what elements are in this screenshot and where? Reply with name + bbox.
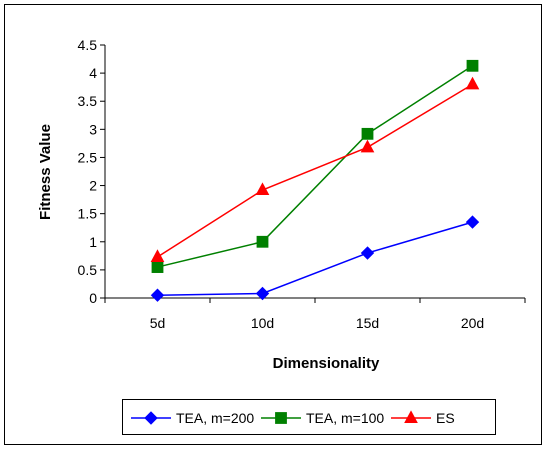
series-line: [157, 65, 473, 268]
data-point-triangle: [465, 76, 480, 90]
y-tick-label: 0: [89, 290, 97, 306]
y-tick-label: 4: [89, 65, 97, 81]
legend-item: TEA, m=100: [261, 410, 384, 426]
series-3: [150, 76, 480, 262]
y-tick-label: 2: [89, 178, 97, 194]
legend-marker: [275, 412, 287, 424]
series-group: [150, 59, 480, 302]
axes: [104, 45, 525, 299]
data-point-triangle: [150, 249, 165, 262]
y-axis-ticks: 0 0.5 1 1.5 2 2.5 3 3.5 4 4.5: [78, 37, 105, 306]
legend-marker: [144, 411, 158, 425]
y-tick-label: 1: [89, 234, 97, 250]
data-point-square: [256, 235, 269, 248]
data-point-triangle: [360, 139, 375, 153]
y-tick-label: 3.5: [78, 93, 98, 109]
chart-frame: [4, 4, 542, 445]
legend-item: ES: [391, 410, 455, 426]
legend-item: TEA, m=200: [131, 410, 254, 426]
data-point-square: [151, 261, 164, 273]
y-tick-label: 1.5: [78, 206, 98, 222]
x-tick-label: 20d: [461, 315, 484, 331]
legend-svg: TEA, m=200 TEA, m=100 ES: [131, 410, 455, 426]
y-tick-label: 0.5: [78, 262, 98, 278]
data-point-square: [361, 127, 374, 140]
data-point-diamond: [255, 286, 270, 301]
series-line: [157, 83, 473, 258]
y-tick-label: 2.5: [78, 149, 98, 165]
y-axis-title: Fitness Value: [37, 124, 54, 220]
data-point-diamond: [360, 246, 375, 260]
x-tick-label: 5d: [150, 315, 166, 331]
series-2: [151, 59, 479, 273]
legend: TEA, m=200 TEA, m=100 ES: [122, 399, 496, 435]
series-line: [157, 221, 473, 296]
data-point-triangle: [255, 182, 270, 196]
legend-label: TEA, m=100: [306, 410, 384, 426]
data-point-square: [466, 59, 479, 72]
y-tick-label: 4.5: [78, 37, 98, 53]
x-axis-ticks: 5d 10d 15d 20d: [104, 298, 526, 331]
x-tick-label: 10d: [251, 315, 274, 331]
legend-marker: [404, 410, 418, 423]
x-tick-label: 15d: [356, 315, 379, 331]
series-1: [150, 215, 480, 302]
data-point-diamond: [150, 288, 165, 302]
legend-label: TEA, m=200: [176, 410, 254, 426]
data-point-diamond: [465, 215, 480, 229]
x-axis-title: Dimensionality: [273, 355, 380, 372]
legend-label: ES: [436, 410, 455, 426]
y-tick-label: 3: [89, 121, 97, 137]
